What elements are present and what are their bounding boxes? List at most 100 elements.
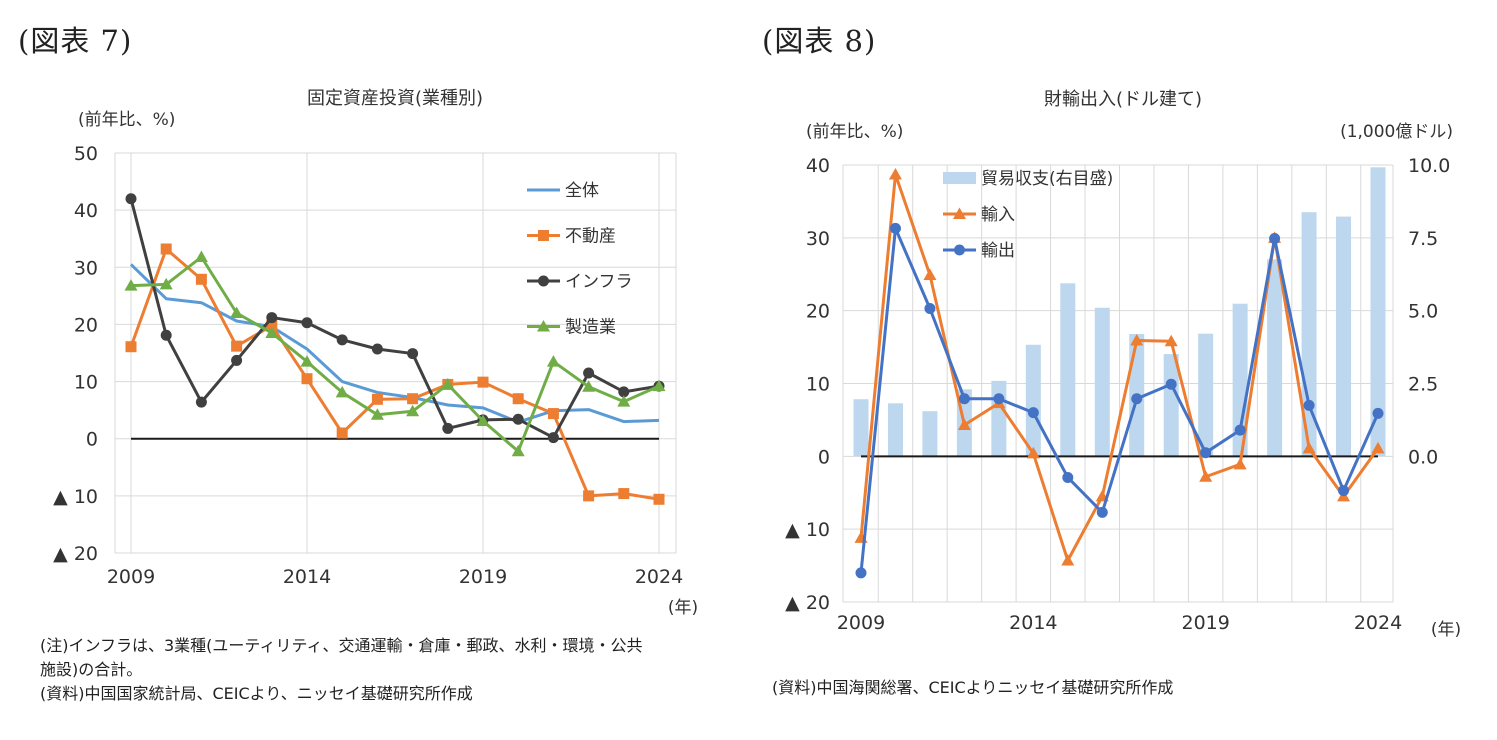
data-point <box>617 395 631 407</box>
data-point <box>477 376 489 388</box>
y2-tick-label: 2.5 <box>1408 374 1438 396</box>
data-point <box>512 393 524 405</box>
legend-marker <box>954 244 965 256</box>
legend-marker <box>538 275 549 287</box>
data-point <box>923 268 937 280</box>
data-point <box>1096 506 1108 518</box>
data-point <box>546 355 560 367</box>
x-tick-label: 2019 <box>459 566 507 588</box>
x-tick-label: 2024 <box>1354 612 1402 634</box>
data-point <box>370 408 384 420</box>
data-point <box>547 432 559 444</box>
y2-tick-label: 5.0 <box>1408 301 1438 323</box>
x-tick-label: 2009 <box>837 612 885 634</box>
x-tick-label: 2014 <box>1009 612 1057 634</box>
data-point <box>407 348 419 360</box>
data-point <box>1026 446 1040 459</box>
data-point <box>301 373 313 385</box>
data-point <box>1338 485 1350 497</box>
data-point <box>442 422 454 434</box>
data-point <box>1062 471 1074 483</box>
data-point <box>1061 553 1075 566</box>
data-point <box>889 222 901 234</box>
data-point <box>230 306 244 318</box>
y-tick-label: ▲ 10 <box>53 486 98 508</box>
data-point <box>406 404 420 417</box>
data-point <box>1372 407 1384 419</box>
x-tick-label: 2024 <box>635 566 683 588</box>
data-point <box>1130 334 1144 346</box>
data-point <box>195 273 207 285</box>
y-tick-label: ▲ 10 <box>785 519 830 541</box>
data-point <box>511 444 525 457</box>
data-point <box>1165 378 1177 390</box>
trade-balance-bar <box>1232 303 1248 457</box>
data-point <box>618 488 630 500</box>
data-point <box>265 326 279 338</box>
data-point <box>300 355 314 367</box>
data-point <box>547 408 559 420</box>
data-point <box>125 341 137 353</box>
data-point <box>1199 470 1213 482</box>
figure8-panel: (図表 8) 財輸出入(ドル建て) (前年比、%) (1,000億ドル) 40 30 20… <box>750 0 1497 740</box>
data-point <box>124 279 138 291</box>
y-tick-label: 10 <box>74 372 98 394</box>
data-point <box>1027 407 1039 419</box>
trade-balance-bar <box>1301 212 1317 457</box>
data-point <box>1269 233 1281 245</box>
data-point <box>160 243 172 255</box>
data-point <box>231 340 243 352</box>
figure7-note-line: 施設)の合計。 <box>40 660 143 679</box>
trade-balance-bar <box>1025 344 1041 457</box>
data-point <box>1131 393 1143 405</box>
y-tick-label: 30 <box>74 257 98 279</box>
legend-marker <box>538 230 549 241</box>
x-tick-label: 2009 <box>107 566 155 588</box>
data-point <box>407 393 419 405</box>
y-tick-label: 20 <box>74 314 98 336</box>
figure7-panel: (図表 7) 固定資産投資(業種別) (前年比、%) 50 40 30 20 10 0 ▲ 10… <box>0 0 740 740</box>
trade-balance-bar <box>1198 333 1214 457</box>
data-point <box>1302 441 1316 454</box>
data-point <box>195 396 207 408</box>
figure8-chart: 財輸出入(ドル建て) (前年比、%) (1,000億ドル) 40 30 20 10 0 ▲ 10… <box>785 89 1461 640</box>
chart-title: 財輸出入(ドル建て) <box>1044 89 1202 110</box>
figure7-label: (図表 7) <box>18 24 133 58</box>
data-point <box>958 393 970 405</box>
data-point <box>371 393 383 405</box>
y-tick-label: ▲ 20 <box>53 543 98 565</box>
data-point <box>335 385 349 398</box>
y2-tick-label: 10.0 <box>1408 155 1450 177</box>
y2-axis-label: (1,000億ドル) <box>1340 122 1453 142</box>
figure7-note-line: (注)インフラは、3業種(ユーティリティ、交通運輸・倉庫・郵政、水利・環境・公共 <box>40 636 643 655</box>
data-point <box>301 317 313 329</box>
x-tick-label: 2019 <box>1181 612 1229 634</box>
data-point <box>159 277 173 290</box>
data-point <box>583 490 595 502</box>
data-point <box>266 312 278 324</box>
data-point <box>1303 399 1315 411</box>
data-point <box>336 334 348 346</box>
y-axis-label: (前年比、%) <box>806 122 903 142</box>
data-point <box>512 413 524 425</box>
y-tick-label: 0 <box>86 429 98 451</box>
x-axis-label: (年) <box>668 598 698 618</box>
figure7-chart: 固定資産投資(業種別) (前年比、%) 50 40 30 20 10 0 ▲ 10 ▲ 20 200… <box>53 88 698 618</box>
data-point <box>336 427 348 439</box>
y-tick-label: 20 <box>806 301 830 323</box>
data-point <box>476 414 490 426</box>
legend-marker <box>953 207 966 219</box>
series-line <box>130 255 660 453</box>
data-point <box>855 567 867 579</box>
y2-tick-label: 7.5 <box>1408 228 1438 250</box>
data-point <box>618 386 630 398</box>
data-point <box>1164 334 1178 347</box>
trade-balance-bar <box>1370 167 1386 457</box>
data-point <box>957 418 971 431</box>
data-point <box>1200 447 1212 459</box>
data-point <box>125 193 137 205</box>
trade-balance-bar <box>991 380 1007 457</box>
trade-balance-bar <box>887 403 903 457</box>
legend-label: 貿易収支(右目盛) <box>981 169 1113 189</box>
chart-title: 固定資産投資(業種別) <box>307 88 483 109</box>
